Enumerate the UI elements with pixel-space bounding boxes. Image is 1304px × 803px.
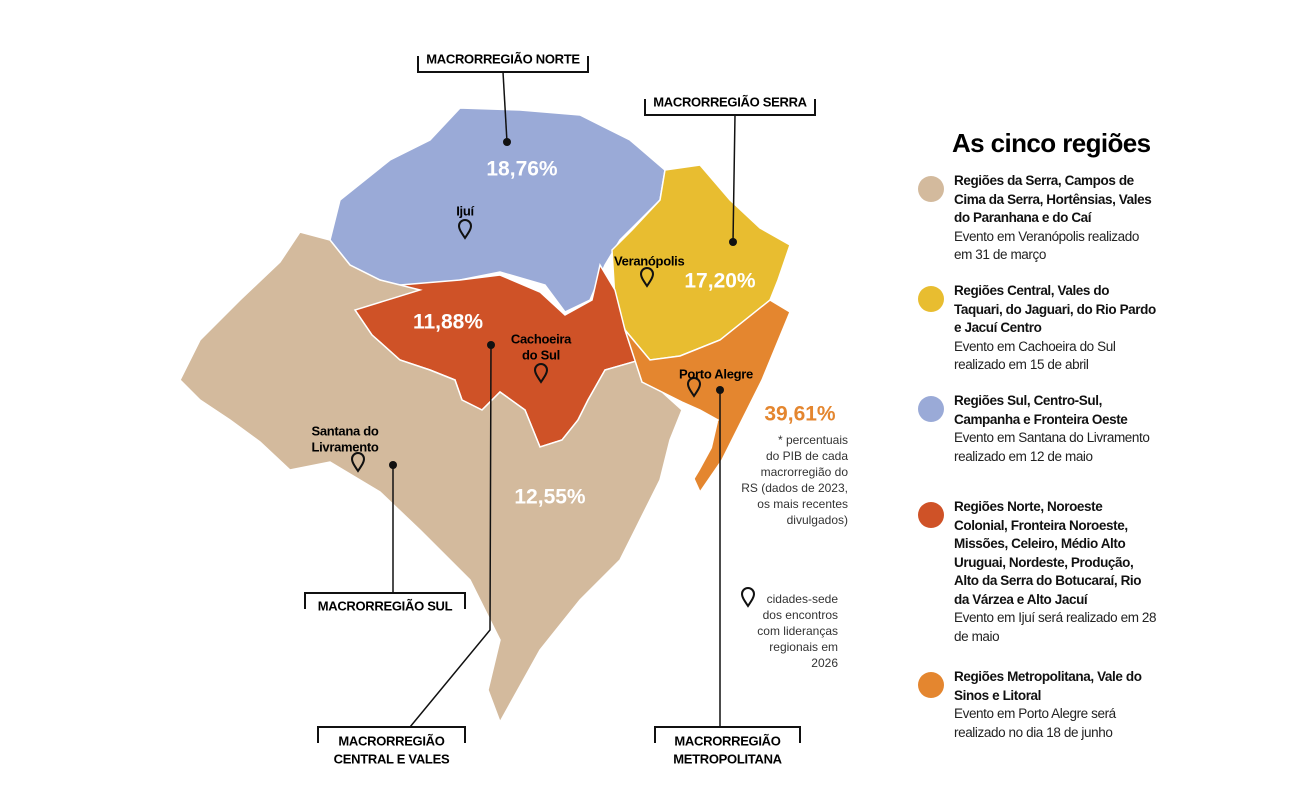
- legend-item: Regiões Metropolitana, Vale do Sinos e L…: [918, 668, 1158, 742]
- legend-swatch: [918, 286, 944, 312]
- leader-dot: [729, 238, 737, 246]
- legend-text: Regiões Norte, Noroeste Colonial, Fronte…: [954, 498, 1158, 646]
- leader-line: [502, 71, 508, 143]
- note-pin: [740, 587, 756, 608]
- city-label: Santana do: [311, 423, 378, 438]
- legend-item: Regiões Sul, Centro-Sul, Campanha e Fron…: [918, 392, 1158, 466]
- region-percent: 18,76%: [486, 158, 558, 181]
- leader-dot: [503, 138, 511, 146]
- note-text: divulgados): [787, 513, 848, 527]
- leader-dot: [716, 386, 724, 394]
- legend-title: As cinco regiões: [952, 128, 1151, 158]
- note-text: macrorregião do: [761, 465, 849, 479]
- leader-line: [732, 114, 736, 243]
- city-label: Cachoeira: [511, 331, 572, 346]
- note-text: regionais em: [769, 640, 838, 654]
- region-percent: 39,61%: [764, 403, 836, 426]
- legend-swatch: [918, 672, 944, 698]
- city-label: Porto Alegre: [679, 366, 753, 381]
- map: MACRORREGIÃO NORTE 18,76% Ijuí MACRORREGIÃO…: [179, 51, 849, 766]
- legend-item: Regiões Norte, Noroeste Colonial, Fronte…: [918, 498, 1158, 646]
- label-bracket: [654, 726, 801, 743]
- region-name: MACRORREGIÃO SUL: [318, 598, 453, 613]
- note-text: com lideranças: [757, 624, 838, 638]
- city-pin: [457, 219, 473, 240]
- note-text: * percentuais: [778, 433, 848, 447]
- legend-event: Evento em Veranópolis realizado em 31 de…: [954, 228, 1139, 263]
- note-text: RS (dados de 2023,: [741, 481, 848, 495]
- legend-text: Regiões Metropolitana, Vale do Sinos e L…: [954, 668, 1158, 742]
- region-name: METROPOLITANA: [673, 751, 782, 766]
- note-text: do PIB de cada: [766, 449, 848, 463]
- legend-text: Regiões da Serra, Campos de Cima da Serr…: [954, 172, 1158, 265]
- legend-regions: Regiões Norte, Noroeste Colonial, Fronte…: [954, 499, 1142, 607]
- region-name: MACRORREGIÃO NORTE: [426, 51, 580, 66]
- label-bracket: [644, 99, 816, 116]
- legend-item: Regiões da Serra, Campos de Cima da Serr…: [918, 172, 1158, 265]
- legend-regions: Regiões Metropolitana, Vale do Sinos e L…: [954, 669, 1142, 703]
- leader-dot: [389, 461, 397, 469]
- label-bracket: [317, 726, 466, 743]
- city-label: do Sul: [522, 347, 560, 362]
- legend-event: Evento em Cachoeira do Sul realizado em …: [954, 338, 1116, 373]
- leader-dot: [487, 341, 495, 349]
- legend-item: Regiões Central, Vales do Taquari, do Ja…: [918, 282, 1158, 375]
- region-percent: 11,88%: [413, 311, 483, 334]
- lagoon: [670, 412, 718, 490]
- legend-swatch: [918, 176, 944, 202]
- legend-event: Evento em Santana do Livramento realizad…: [954, 430, 1150, 464]
- label-bracket: [304, 592, 466, 609]
- legend-regions: Regiões da Serra, Campos de Cima da Serr…: [954, 173, 1152, 225]
- region-name: MACRORREGIÃO: [674, 733, 780, 748]
- region-shape: [179, 231, 683, 724]
- city-pin: [533, 363, 549, 384]
- legend-text: Regiões Central, Vales do Taquari, do Ja…: [954, 282, 1158, 375]
- region-name: MACRORREGIÃO: [338, 733, 444, 748]
- city-pin: [350, 452, 366, 473]
- leader-line: [409, 344, 492, 728]
- region-name: MACRORREGIÃO SERRA: [653, 94, 807, 109]
- region-name: CENTRAL E VALES: [334, 751, 450, 766]
- legend-regions: Regiões Central, Vales do Taquari, do Ja…: [954, 283, 1156, 335]
- note-text: os mais recentes: [757, 497, 848, 511]
- city-pin: [686, 377, 702, 398]
- note-text: dos encontros: [763, 608, 838, 622]
- legend-text: Regiões Sul, Centro-Sul, Campanha e Fron…: [954, 392, 1158, 466]
- legend-event: Evento em Porto Alegre será realizado no…: [954, 706, 1116, 740]
- city-pin: [639, 267, 655, 288]
- note-text: cidades-sede: [767, 592, 839, 606]
- city-label: Livramento: [311, 439, 378, 454]
- region-percent: 17,20%: [684, 270, 756, 293]
- legend-event: Evento em Ijuí será realizado em 28 de m…: [954, 610, 1157, 644]
- region-percent: 12,55%: [514, 486, 586, 509]
- city-label: Ijuí: [456, 203, 474, 218]
- region-shape: [624, 299, 791, 494]
- legend-regions: Regiões Sul, Centro-Sul, Campanha e Fron…: [954, 393, 1128, 427]
- legend-swatch: [918, 396, 944, 422]
- note-text: 2026: [811, 656, 838, 670]
- legend-swatch: [918, 502, 944, 528]
- city-label: Veranópolis: [614, 253, 684, 268]
